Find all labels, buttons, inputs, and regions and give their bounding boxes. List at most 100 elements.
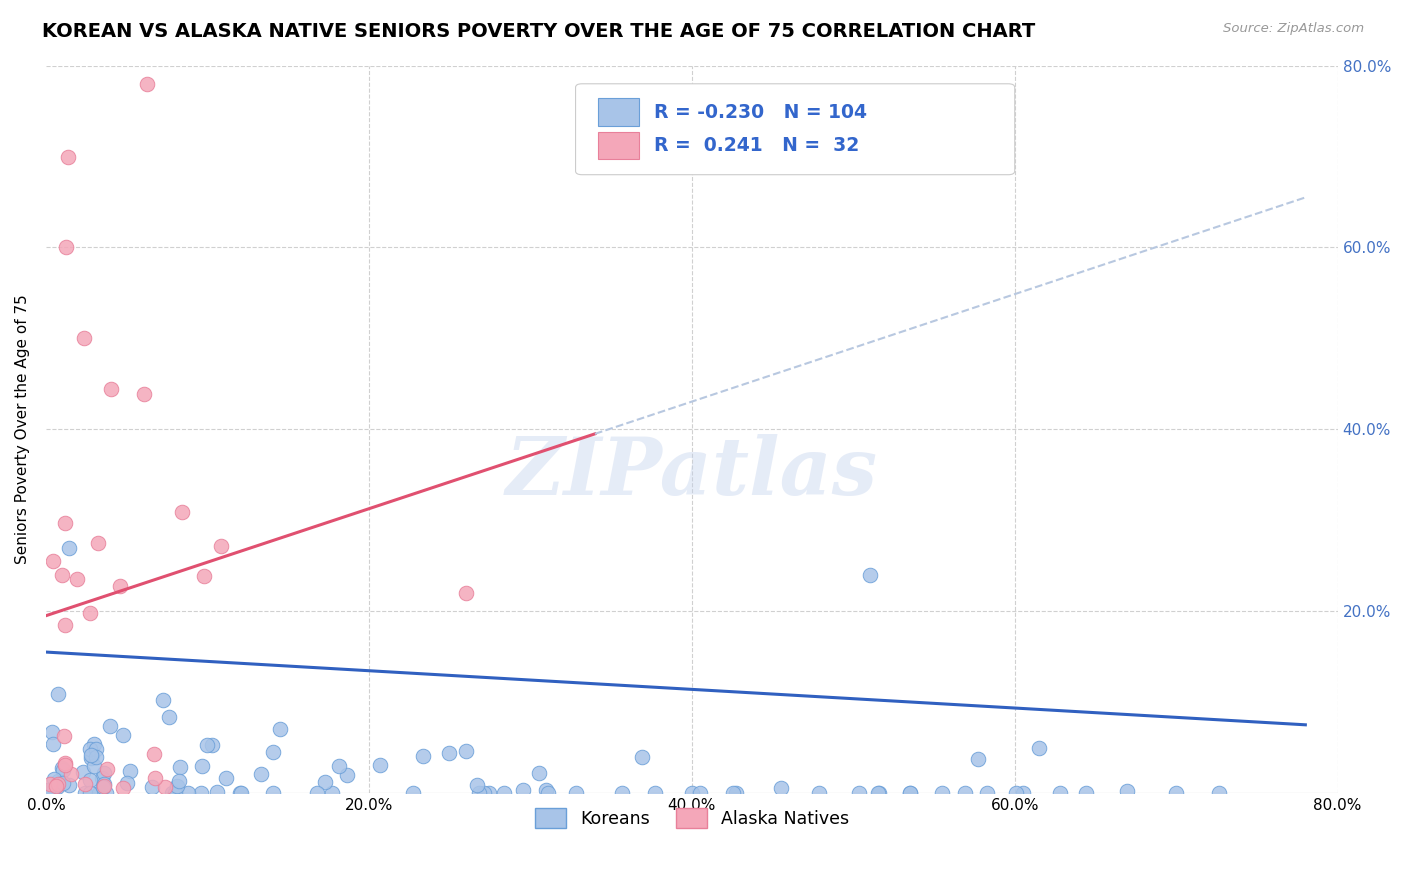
Point: [321, 786, 343, 800]
Point: [53, 730, 76, 744]
Point: [42, 554, 65, 568]
Point: [143, 747, 166, 761]
Point: [465, 778, 488, 792]
Point: [931, 786, 953, 800]
Point: [565, 786, 588, 800]
Point: [529, 765, 551, 780]
FancyBboxPatch shape: [598, 98, 638, 126]
Point: [152, 693, 174, 707]
Point: [79, 606, 101, 620]
Point: [93, 777, 115, 791]
Point: [169, 759, 191, 773]
Point: [478, 786, 501, 800]
Point: [900, 786, 922, 800]
Point: [94, 786, 117, 800]
Point: [37, 783, 59, 797]
Point: [250, 767, 273, 781]
Point: [80, 748, 103, 763]
Point: [66, 572, 89, 586]
Point: [79, 748, 101, 763]
Point: [770, 781, 793, 796]
Point: [472, 786, 495, 800]
FancyBboxPatch shape: [575, 84, 1015, 175]
Point: [51, 568, 73, 582]
Point: [193, 568, 215, 582]
Point: [53, 756, 76, 771]
Point: [118, 764, 141, 779]
Point: [115, 776, 138, 790]
Point: [807, 786, 830, 800]
Point: [79, 786, 101, 800]
Point: [898, 786, 921, 800]
Point: [160, 786, 183, 800]
Point: [52, 763, 75, 777]
Point: [87, 786, 110, 800]
Point: [721, 786, 744, 800]
Point: [83, 759, 105, 773]
Point: [1208, 786, 1230, 800]
Point: [191, 759, 214, 773]
Point: [1166, 786, 1188, 800]
Point: [231, 786, 253, 800]
Point: [38, 784, 60, 798]
Point: [412, 748, 434, 763]
Point: [848, 786, 870, 800]
Point: [689, 786, 711, 800]
Point: [59, 767, 82, 781]
Point: [190, 786, 212, 800]
Text: ZIPatlas: ZIPatlas: [506, 434, 877, 512]
Point: [1012, 786, 1035, 800]
Point: [612, 786, 634, 800]
Point: [437, 746, 460, 760]
Point: [644, 786, 666, 800]
Point: [45, 780, 67, 795]
Point: [724, 786, 747, 800]
Point: [132, 386, 155, 401]
Point: [314, 775, 336, 789]
Point: [75, 786, 97, 800]
Point: [953, 786, 976, 800]
Point: [1116, 784, 1139, 798]
Point: [262, 786, 284, 800]
Point: [87, 536, 110, 550]
Point: [1074, 786, 1097, 800]
Point: [141, 780, 163, 795]
Point: [91, 780, 114, 795]
Point: [209, 540, 232, 554]
Text: R =  0.241   N =  32: R = 0.241 N = 32: [654, 136, 859, 155]
Point: [868, 786, 890, 800]
Point: [53, 516, 76, 530]
Point: [45, 779, 67, 793]
Point: [859, 567, 882, 582]
FancyBboxPatch shape: [598, 132, 638, 160]
Point: [41, 738, 63, 752]
Point: [100, 383, 122, 397]
Point: [83, 738, 105, 752]
Point: [269, 723, 291, 737]
Point: [46, 773, 69, 788]
Text: R = -0.230   N = 104: R = -0.230 N = 104: [654, 103, 868, 121]
Point: [328, 759, 350, 773]
Point: [96, 762, 118, 776]
Point: [454, 586, 477, 600]
Point: [402, 786, 425, 800]
Point: [681, 786, 703, 800]
Point: [630, 750, 652, 764]
Point: [93, 766, 115, 780]
Point: [368, 758, 391, 772]
Point: [177, 786, 200, 800]
Point: [51, 761, 73, 775]
Point: [56, 149, 79, 163]
Point: [494, 786, 516, 800]
Point: [135, 77, 157, 91]
Point: [98, 719, 121, 733]
Point: [172, 505, 194, 519]
Point: [468, 786, 491, 800]
Point: [145, 771, 167, 785]
Point: [197, 738, 219, 752]
Point: [41, 785, 63, 799]
Point: [46, 687, 69, 701]
Point: [229, 786, 252, 800]
Point: [41, 724, 63, 739]
Point: [93, 780, 115, 794]
